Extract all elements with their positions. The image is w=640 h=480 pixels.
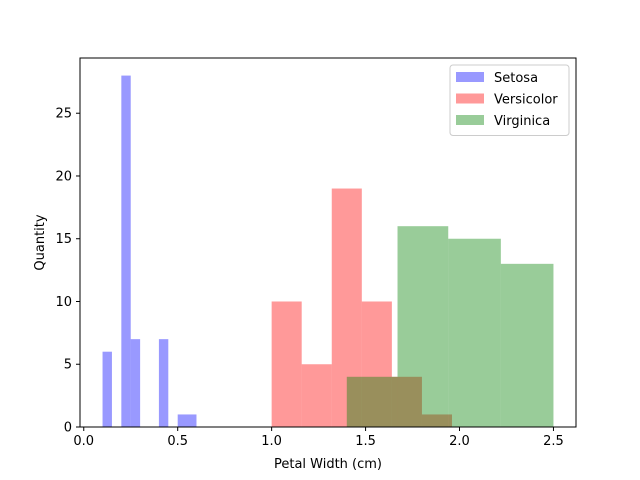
x-tick-label: 2.0 — [449, 434, 470, 449]
virginica-bar-0 — [346, 376, 398, 427]
setosa-bar-2 — [130, 339, 141, 427]
y-axis-label: Quantity — [33, 214, 48, 270]
versicolor-bar-2 — [331, 188, 362, 427]
x-tick-label: 1.0 — [261, 434, 282, 449]
legend-label-setosa: Setosa — [494, 71, 538, 86]
virginica-bar-3 — [500, 263, 554, 427]
legend: Setosa Versicolor Virginica — [449, 64, 570, 136]
setosa-bar-1 — [121, 75, 131, 428]
y-tick-label: 10 — [55, 295, 72, 310]
legend-label-virginica: Virginica — [494, 114, 550, 129]
versicolor-bar-0 — [271, 301, 302, 427]
virginica-bar-1 — [397, 226, 449, 427]
versicolor-bar-5 — [421, 414, 452, 427]
legend-swatch-setosa — [456, 72, 484, 82]
legend-box — [449, 64, 570, 136]
x-axis-label: Petal Width (cm) — [274, 457, 382, 472]
y-tick-label: 20 — [55, 169, 72, 184]
x-tick-label: 0.5 — [167, 434, 188, 449]
legend-swatch-versicolor — [456, 93, 484, 104]
setosa-bar-3 — [158, 339, 169, 427]
bars-layer — [102, 75, 554, 428]
virginica-bar-2 — [448, 238, 501, 427]
legend-label-versicolor: Versicolor — [494, 93, 558, 108]
versicolor-bar-1 — [301, 364, 332, 427]
plot-frame — [79, 57, 577, 428]
y-tick-label: 5 — [64, 358, 72, 373]
setosa-bar-0 — [102, 351, 112, 427]
legend-swatch-virginica — [456, 115, 484, 125]
y-tick-label: 0 — [64, 421, 72, 436]
versicolor-bar-3 — [361, 301, 392, 427]
y-tick-label: 15 — [55, 232, 72, 247]
setosa-bar-4 — [177, 414, 197, 427]
ticks-layer: 0.0 0.5 1.0 1.5 2.0 2.5 0 5 10 15 20 25 — [55, 107, 563, 449]
x-tick-label: 0.0 — [73, 434, 94, 449]
x-tick-label: 1.5 — [355, 434, 376, 449]
y-tick-label: 25 — [55, 107, 72, 122]
x-tick-label: 2.5 — [543, 434, 564, 449]
versicolor-bar-4 — [391, 376, 422, 427]
